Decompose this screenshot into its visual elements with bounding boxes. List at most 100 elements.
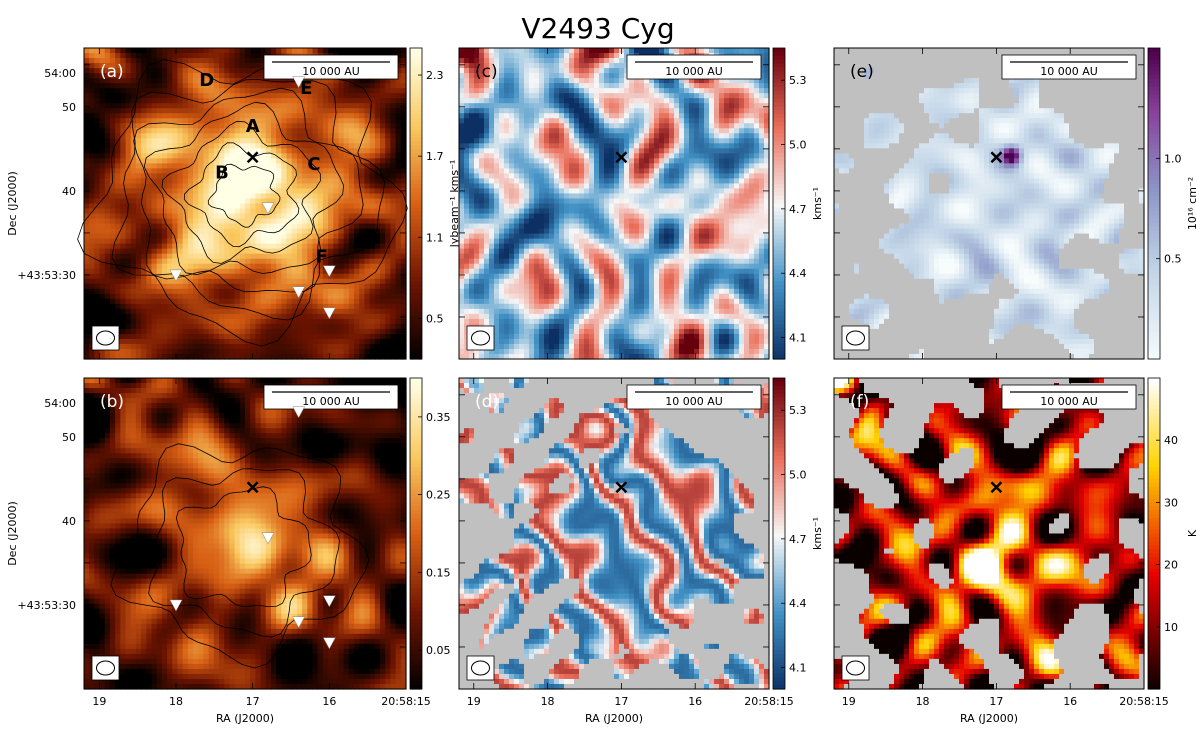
heatmap-cell: [157, 229, 163, 235]
heatmap-cell: [152, 188, 158, 194]
heatmap-cell: [131, 68, 137, 74]
heatmap-cell: [172, 78, 178, 84]
heatmap-cell: [198, 304, 204, 310]
heatmap-cell: [219, 133, 225, 139]
heatmap-cell: [209, 249, 215, 255]
heatmap-cell: [115, 108, 121, 114]
heatmap-cell: [131, 48, 137, 54]
heatmap-cell: [193, 319, 199, 325]
heatmap-cell: [84, 193, 90, 199]
heatmap-cell: [172, 133, 178, 139]
heatmap-cell: [115, 193, 121, 199]
heatmap-cell: [126, 304, 132, 310]
heatmap-cell: [214, 209, 220, 215]
heatmap-cell: [203, 183, 209, 189]
heatmap-cell: [136, 204, 142, 210]
heatmap-cell: [152, 259, 158, 265]
heatmap-cell: [89, 294, 95, 300]
heatmap-cell: [131, 324, 137, 330]
heatmap-cell: [219, 229, 225, 235]
heatmap-cell: [162, 349, 168, 355]
heatmap-cell: [172, 103, 178, 109]
heatmap-cell: [152, 264, 158, 270]
heatmap-cell: [131, 53, 137, 59]
heatmap-cell: [110, 93, 116, 99]
heatmap-cell: [224, 148, 230, 154]
heatmap-cell: [177, 153, 183, 159]
heatmap-cell: [203, 158, 209, 164]
heatmap-cell: [94, 183, 100, 189]
heatmap-cell: [188, 319, 194, 325]
heatmap-cell: [120, 319, 126, 325]
heatmap-cell: [105, 319, 111, 325]
heatmap-cell: [193, 334, 199, 340]
heatmap-cell: [126, 334, 132, 340]
heatmap-cell: [172, 153, 178, 159]
heatmap-cell: [94, 294, 100, 300]
heatmap-cell: [219, 289, 225, 295]
heatmap-cell: [172, 48, 178, 54]
heatmap-cell: [105, 138, 111, 144]
heatmap-cell: [172, 224, 178, 230]
heatmap-cell: [177, 128, 183, 134]
heatmap-cell: [105, 249, 111, 255]
heatmap-cell: [188, 294, 194, 300]
heatmap-cell: [193, 58, 199, 64]
heatmap-cell: [94, 113, 100, 119]
heatmap-cell: [198, 344, 204, 350]
heatmap-cell: [198, 274, 204, 280]
heatmap-cell: [136, 254, 142, 260]
heatmap-cell: [177, 319, 183, 325]
heatmap-cell: [214, 334, 220, 340]
heatmap-cell: [136, 163, 142, 169]
heatmap-cell: [203, 53, 209, 59]
heatmap-cell: [110, 299, 116, 305]
heatmap-cell: [198, 249, 204, 255]
heatmap-cell: [100, 289, 106, 295]
heatmap-cell: [105, 83, 111, 89]
heatmap-cell: [131, 334, 137, 340]
heatmap-cell: [198, 163, 204, 169]
heatmap-cell: [84, 234, 90, 240]
heatmap-cell: [141, 229, 147, 235]
heatmap-cell: [188, 239, 194, 245]
heatmap-cell: [219, 314, 225, 320]
heatmap-cell: [141, 224, 147, 230]
heatmap-cell: [172, 148, 178, 154]
heatmap-cell: [214, 239, 220, 245]
heatmap-cell: [126, 183, 132, 189]
heatmap-cell: [126, 349, 132, 355]
heatmap-cell: [120, 284, 126, 290]
heatmap-cell: [94, 83, 100, 89]
heatmap-cell: [157, 254, 163, 260]
heatmap-cell: [89, 249, 95, 255]
heatmap-cell: [126, 58, 132, 64]
heatmap-cell: [167, 108, 173, 114]
heatmap-cell: [183, 324, 189, 330]
heatmap-cell: [198, 198, 204, 204]
heatmap-cell: [105, 289, 111, 295]
heatmap-cell: [136, 294, 142, 300]
heatmap-cell: [162, 83, 168, 89]
heatmap-cell: [110, 123, 116, 129]
heatmap-cell: [162, 108, 168, 114]
heatmap-cell: [157, 269, 163, 275]
heatmap-cell: [193, 279, 199, 285]
heatmap-cell: [183, 229, 189, 235]
heatmap-cell: [193, 198, 199, 204]
heatmap-cell: [209, 128, 215, 134]
heatmap-cell: [126, 229, 132, 235]
heatmap-cell: [183, 329, 189, 335]
heatmap-cell: [177, 63, 183, 69]
heatmap-cell: [224, 63, 230, 69]
heatmap-cell: [105, 264, 111, 270]
heatmap-cell: [84, 334, 90, 340]
heatmap-cell: [146, 158, 152, 164]
heatmap-cell: [214, 289, 220, 295]
heatmap-cell: [120, 309, 126, 315]
heatmap-cell: [126, 209, 132, 215]
heatmap-cell: [193, 349, 199, 355]
heatmap-cell: [224, 48, 230, 54]
heatmap-cell: [94, 264, 100, 270]
heatmap-cell: [100, 209, 106, 215]
